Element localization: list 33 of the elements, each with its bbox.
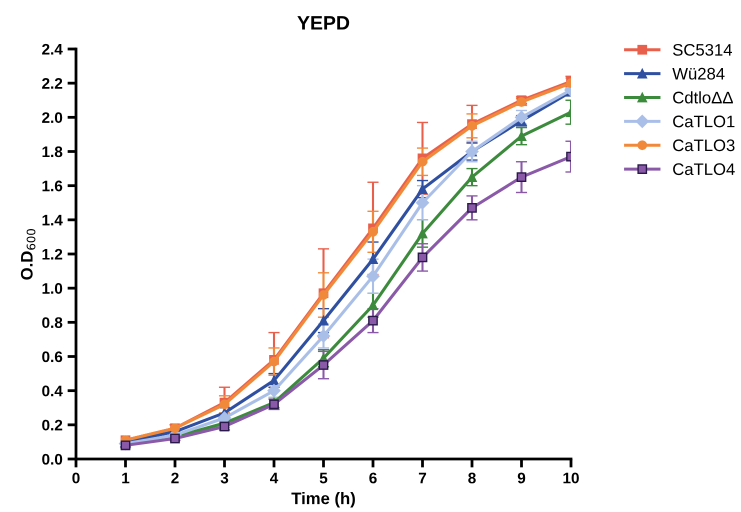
y-tick-label: 2.4 (42, 44, 63, 55)
legend-label: CdtloΔΔ (673, 91, 733, 104)
x-axis-title: Time (h) (291, 492, 355, 508)
chart-title: YEPD (297, 16, 350, 30)
y-tick-label: 0.0 (42, 454, 62, 465)
y-tick-label: 1.6 (42, 180, 62, 192)
y-tick-label: 1.4 (42, 214, 63, 226)
x-tick-label: 7 (418, 472, 426, 484)
x-tick-label: 3 (220, 472, 228, 484)
x-tick-label: 10 (563, 472, 579, 484)
x-tick-label: 0 (72, 472, 80, 484)
legend-label: SC5314 (673, 44, 732, 56)
y-tick-label: 0.8 (42, 317, 62, 328)
x-tick-label: 4 (270, 472, 278, 484)
y-tick-label: 0.2 (42, 420, 62, 431)
legend-label: CaTLO1 (673, 116, 734, 128)
x-tick-label: 8 (468, 472, 476, 484)
y-tick-label: 1.0 (42, 283, 62, 294)
y-tick-label: 1.2 (42, 248, 62, 260)
x-tick-label: 6 (369, 472, 377, 484)
legend-label: CaTLO4 (673, 163, 735, 176)
legend-label: Wü284 (672, 68, 725, 80)
legend-label: CaTLO3 (673, 139, 735, 152)
y-tick-label: 2.2 (42, 78, 62, 89)
x-tick-label: 9 (518, 472, 526, 484)
y-tick-label: 1.8 (42, 146, 62, 158)
x-tick-label: 1 (122, 472, 130, 484)
x-tick-label: 5 (320, 472, 328, 484)
y-axis-title: O.D$_{600}$ (20, 229, 36, 280)
y-tick-label: 2.0 (42, 112, 62, 124)
y-tick-label: 0.6 (42, 351, 62, 362)
y-tick-label: 0.4 (42, 386, 63, 396)
x-tick-label: 2 (171, 472, 179, 484)
